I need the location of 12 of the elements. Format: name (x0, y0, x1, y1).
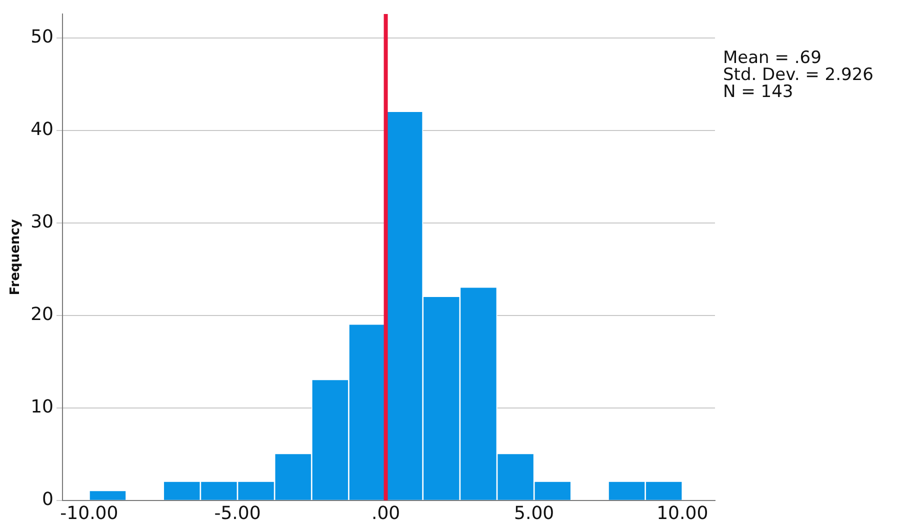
y-tick-label: 40 (30, 119, 54, 140)
y-tick-label: 50 (30, 26, 54, 48)
y-tick-label: 20 (30, 304, 54, 326)
y-axis-title: Frequency (8, 218, 24, 296)
x-tick-label: .00 (371, 502, 400, 524)
x-tick-label: -5.00 (214, 502, 261, 524)
y-tick-label: 10 (30, 396, 54, 418)
x-tick-label: -10.00 (60, 502, 118, 524)
y-tick-label: 0 (42, 489, 54, 510)
x-tick-label: 10.00 (656, 502, 708, 524)
x-tick-label: 5.00 (514, 502, 554, 524)
y-tick-label: 30 (30, 212, 54, 233)
